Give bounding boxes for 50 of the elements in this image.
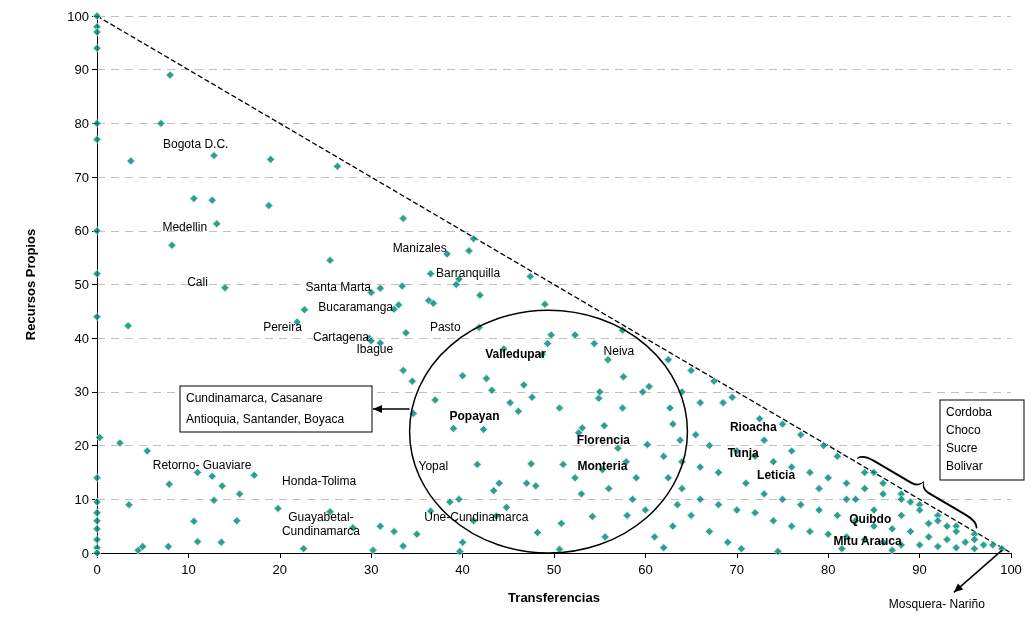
y-tick-label: 100 xyxy=(67,8,89,24)
annotation: Guayabetal- Cundinamarca xyxy=(281,510,361,539)
annotation: Medellin xyxy=(162,219,208,234)
annotation: Cundinamarca, Casanare Antioquia, Santander, Boyaca xyxy=(186,390,345,426)
text: Mosquera- Nariño xyxy=(888,597,986,612)
y-tick-label: 0 xyxy=(81,545,89,561)
x-tick-label: 60 xyxy=(638,562,653,577)
annotation: Neiva xyxy=(603,344,635,359)
annotation: Ibague xyxy=(356,342,394,357)
y-tick-label: 70 xyxy=(74,169,89,185)
annotation: Bogota D.C. xyxy=(163,137,229,152)
annotation: Honda-Tolima xyxy=(282,474,357,489)
y-axis-title: Recursos Propios xyxy=(23,228,38,341)
y-tick-label: 90 xyxy=(74,62,89,78)
annotation: Cartagena xyxy=(313,330,370,345)
x-tick-label: 10 xyxy=(181,562,196,577)
annotation: Popayan xyxy=(449,409,500,424)
x-tick-label: 30 xyxy=(363,562,379,577)
x-tick-label: 80 xyxy=(820,562,836,577)
annotation: Yopal xyxy=(418,459,449,474)
annotation: Retorno- Guaviare xyxy=(152,458,252,473)
annotation: Pasto xyxy=(429,320,461,335)
y-tick-label: 10 xyxy=(74,491,89,507)
annotation: Quibdo xyxy=(849,512,892,527)
annotation: Bucaramanga xyxy=(318,300,394,315)
x-tick-label: 50 xyxy=(546,562,562,577)
annotation: Leticia xyxy=(757,468,796,483)
y-tick-label: 80 xyxy=(74,115,89,131)
y-tick-label: 30 xyxy=(74,384,89,400)
annotation: Manizales xyxy=(392,241,447,256)
y-tick-label: 40 xyxy=(74,330,89,346)
annotation: Rioacha xyxy=(729,420,777,435)
annotation: Cordoba Choco Sucre Bolivar xyxy=(946,405,993,474)
y-tick-label: 60 xyxy=(74,223,89,239)
y-tick-label: 50 xyxy=(74,277,89,292)
x-tick-label: 40 xyxy=(455,562,470,577)
y-tick-label: 20 xyxy=(74,438,89,454)
annotation: Cali xyxy=(187,275,208,290)
annotation: Pereira xyxy=(263,320,303,335)
x-axis-title: Transferencias xyxy=(508,590,600,605)
annotation: Barranquilla xyxy=(436,265,501,280)
x-tick-label: 100 xyxy=(1000,562,1022,577)
annotation: Monteria xyxy=(577,459,628,474)
x-tick-label: 0 xyxy=(93,562,101,577)
annotation: Valledupar xyxy=(485,347,547,362)
x-tick-label: 20 xyxy=(272,562,288,577)
x-tick-label: 70 xyxy=(729,562,745,577)
annotation: Florencia xyxy=(576,432,631,447)
x-tick-label: 90 xyxy=(912,562,927,577)
annotation: Santa Marta xyxy=(305,280,372,295)
